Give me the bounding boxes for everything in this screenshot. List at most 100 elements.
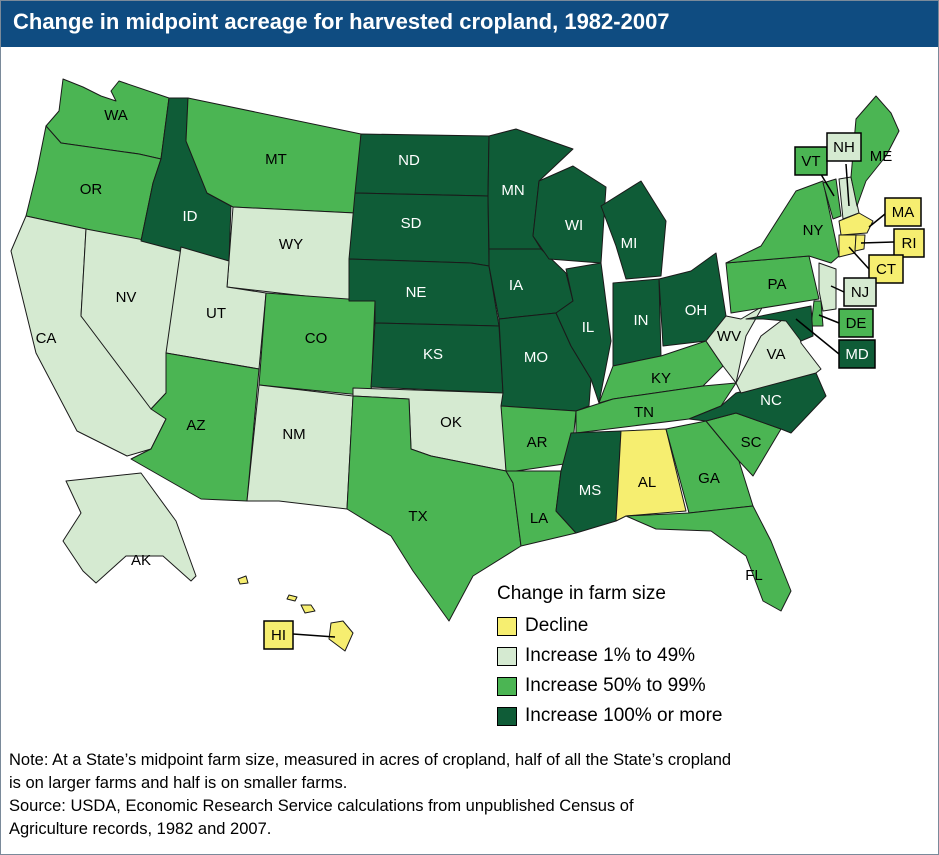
state-HI-island-3 bbox=[286, 594, 298, 602]
state-label-wv: WV bbox=[717, 328, 741, 345]
state-ME[interactable] bbox=[850, 95, 900, 207]
state-label-fl: FL bbox=[745, 567, 763, 584]
callout-line-ct bbox=[848, 246, 870, 270]
callout-ma: MA bbox=[884, 197, 922, 227]
callout-line-de bbox=[818, 314, 840, 324]
state-label-az: AZ bbox=[186, 417, 205, 434]
callout-line-ma bbox=[868, 213, 886, 228]
callout-box-nh bbox=[826, 132, 862, 162]
notes: Note: At a State’s midpoint farm size, m… bbox=[9, 749, 934, 841]
note-text: Note: At a State’s midpoint farm size, m… bbox=[9, 751, 732, 792]
callout-label-md: MD bbox=[845, 346, 868, 363]
state-GA[interactable] bbox=[665, 420, 754, 514]
state-label-mn: MN bbox=[501, 182, 524, 199]
figure-title: Change in midpoint acreage for harvested… bbox=[13, 9, 670, 34]
state-label-co: CO bbox=[305, 330, 328, 347]
callout-label-nj: NJ bbox=[851, 284, 869, 301]
state-label-ar: AR bbox=[527, 434, 548, 451]
legend-label-inc1-49: Increase 1% to 49% bbox=[525, 645, 696, 666]
state-label-mo: MO bbox=[524, 349, 548, 366]
legend: Change in farm size Decline Increase 1% … bbox=[497, 583, 723, 731]
state-label-or: OR bbox=[80, 181, 103, 198]
callout-label-hi: HI bbox=[271, 627, 286, 644]
callout-box-de bbox=[838, 308, 874, 338]
legend-swatch-decline bbox=[497, 616, 517, 636]
state-AZ[interactable] bbox=[130, 352, 260, 502]
callout-ri: RI bbox=[893, 228, 925, 258]
state-VA[interactable] bbox=[735, 310, 822, 394]
callout-label-de: DE bbox=[846, 315, 867, 332]
state-NY[interactable] bbox=[725, 180, 840, 264]
state-label-nc: NC bbox=[760, 392, 782, 409]
callout-nh: NH bbox=[826, 132, 862, 162]
state-label-id: ID bbox=[183, 208, 198, 225]
state-IL[interactable] bbox=[555, 262, 612, 404]
state-label-ks: KS bbox=[423, 346, 443, 363]
state-RI[interactable] bbox=[854, 234, 866, 252]
legend-swatch-inc50-99 bbox=[497, 676, 517, 696]
legend-item-inc100: Increase 100% or more bbox=[497, 701, 723, 731]
state-label-ak: AK bbox=[131, 552, 151, 569]
state-FL[interactable] bbox=[625, 505, 792, 612]
state-WY[interactable] bbox=[226, 206, 356, 302]
state-label-la: LA bbox=[530, 510, 548, 527]
state-NJ[interactable] bbox=[818, 262, 837, 312]
state-WI[interactable] bbox=[532, 165, 607, 264]
legend-label-decline: Decline bbox=[525, 615, 589, 636]
state-label-ms: MS bbox=[579, 482, 602, 499]
legend-title: Change in farm size bbox=[497, 583, 666, 604]
state-label-sc: SC bbox=[741, 434, 762, 451]
state-AK[interactable] bbox=[62, 472, 197, 584]
callout-line-hi bbox=[292, 633, 336, 638]
source-text: Source: USDA, Economic Research Service … bbox=[9, 797, 634, 838]
state-MD[interactable] bbox=[745, 305, 814, 342]
callout-box-nj bbox=[843, 277, 877, 307]
state-HI[interactable] bbox=[328, 620, 354, 652]
state-VT[interactable] bbox=[822, 178, 842, 220]
state-label-in: IN bbox=[634, 312, 649, 329]
state-WV[interactable] bbox=[705, 305, 764, 384]
callout-label-nh: NH bbox=[833, 139, 855, 156]
state-label-ne: NE bbox=[406, 284, 427, 301]
state-label-ca: CA bbox=[36, 330, 57, 347]
state-NC[interactable] bbox=[688, 372, 827, 434]
state-label-nv: NV bbox=[116, 289, 137, 306]
state-ND[interactable] bbox=[354, 133, 490, 197]
callout-lines bbox=[292, 163, 895, 638]
us-map: WA OR CA NV ID MT WY UT AZ CO NM ND SD NE KS OK TX MN IA MO… bbox=[10, 78, 925, 652]
legend-label-inc50-99: Increase 50% to 99% bbox=[525, 675, 706, 696]
state-AR[interactable] bbox=[500, 405, 577, 472]
state-DE[interactable] bbox=[810, 300, 824, 327]
legend-item-inc50-99: Increase 50% to 99% bbox=[497, 671, 723, 701]
callout-de: DE bbox=[838, 308, 874, 338]
state-CT[interactable] bbox=[838, 234, 857, 258]
state-NM[interactable] bbox=[246, 384, 354, 510]
callout-box-ri bbox=[893, 228, 925, 258]
callout-hi: HI bbox=[263, 620, 294, 650]
state-TN[interactable] bbox=[575, 382, 737, 434]
state-label-wa: WA bbox=[104, 107, 128, 124]
state-label-oh: OH bbox=[685, 302, 708, 319]
state-AL[interactable] bbox=[615, 428, 687, 522]
callout-line-md bbox=[795, 318, 840, 355]
state-label-ia: IA bbox=[509, 277, 523, 294]
state-MI[interactable] bbox=[600, 180, 667, 280]
state-TX[interactable] bbox=[346, 395, 522, 622]
callout-label-vt: VT bbox=[801, 153, 820, 170]
state-label-va: VA bbox=[767, 346, 786, 363]
callout-box-ma bbox=[884, 197, 922, 227]
state-label-me: ME bbox=[870, 148, 893, 165]
state-label-tn: TN bbox=[634, 404, 654, 421]
state-label-ky: KY bbox=[651, 370, 671, 387]
callout-label-ma: MA bbox=[892, 204, 915, 221]
callout-label-ct: CT bbox=[876, 261, 896, 278]
state-HI-island-4 bbox=[237, 575, 249, 585]
state-label-mi: MI bbox=[621, 235, 638, 252]
state-label-mt: MT bbox=[265, 151, 287, 168]
callout-label-ri: RI bbox=[902, 235, 917, 252]
legend-swatch-inc1-49 bbox=[497, 646, 517, 666]
state-label-wy: WY bbox=[279, 236, 303, 253]
state-label-il: IL bbox=[582, 319, 595, 336]
callout-line-nh bbox=[845, 163, 850, 207]
